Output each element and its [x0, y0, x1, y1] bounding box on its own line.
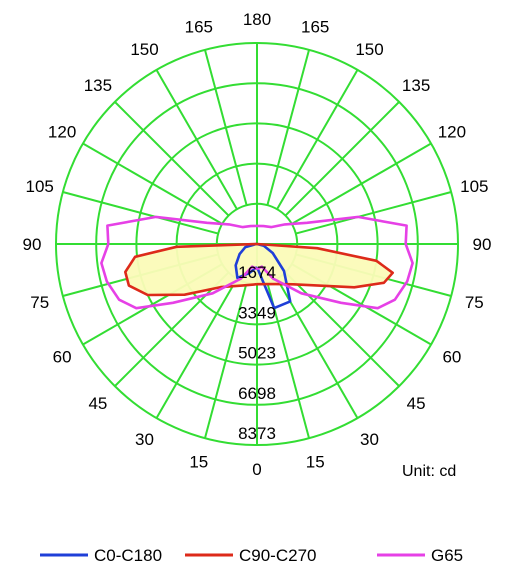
angle-tick-label: 15	[306, 452, 325, 471]
grid-spoke	[82, 142, 223, 225]
legend-label: C90-C270	[239, 546, 317, 565]
legend-label: G65	[431, 546, 463, 565]
grid-spoke	[204, 49, 248, 206]
angle-tick-label: 75	[465, 293, 484, 312]
chart-labels: 0 15 30 45 60 75 90 105 120 135 150 165 180 15 30 45 60 7…	[23, 10, 492, 479]
grid-spoke	[204, 282, 248, 439]
angle-tick-label: 120	[48, 123, 76, 142]
angle-tick-label: 180	[243, 10, 271, 29]
grid-spoke	[295, 191, 452, 235]
legend: C0-C180 C90-C270 G65	[40, 546, 463, 565]
angle-tick-label: 135	[84, 76, 112, 95]
radial-tick-label: 1674	[238, 263, 276, 282]
unit-label: Unit: cd	[402, 463, 456, 480]
angle-tick-label: 45	[407, 394, 426, 413]
angle-tick-label: 105	[460, 177, 488, 196]
grid-spoke	[276, 69, 359, 210]
grid-spoke	[284, 271, 400, 387]
angle-tick-label: 90	[23, 235, 42, 254]
polar-grid	[55, 42, 459, 446]
grid-spoke	[155, 278, 238, 419]
angle-tick-label: 30	[360, 430, 379, 449]
angle-tick-label: 60	[53, 348, 72, 367]
angle-tick-label: 105	[26, 177, 54, 196]
grid-spoke	[284, 101, 400, 217]
radial-tick-label: 6698	[238, 384, 276, 403]
radial-tick-label: 8373	[238, 424, 276, 443]
angle-tick-label: 60	[442, 348, 461, 367]
angle-tick-label: 90	[473, 235, 492, 254]
series-line-c90-c270	[124, 242, 394, 297]
angle-tick-label: 45	[88, 394, 107, 413]
series-line-g65	[100, 215, 414, 310]
grid-spoke	[291, 142, 432, 225]
series-curves	[100, 215, 414, 310]
radial-tick-label: 3349	[238, 303, 276, 322]
grid-spoke	[62, 191, 219, 235]
angle-tick-label: 15	[189, 452, 208, 471]
angle-tick-label: 120	[438, 123, 466, 142]
radial-tick-label: 5023	[238, 344, 276, 363]
grid-spoke	[114, 101, 230, 217]
angle-tick-label: 150	[355, 40, 383, 59]
grid-spoke	[155, 69, 238, 210]
legend-label: C0-C180	[94, 546, 162, 565]
angle-tick-label: 165	[301, 18, 329, 37]
grid-spoke	[114, 271, 230, 387]
angle-tick-label: 165	[185, 18, 213, 37]
angle-tick-label: 0	[252, 460, 261, 479]
angle-tick-label: 135	[402, 76, 430, 95]
grid-spoke	[266, 49, 310, 206]
angle-tick-label: 75	[30, 293, 49, 312]
angle-tick-label: 150	[130, 40, 158, 59]
angle-tick-label: 30	[135, 430, 154, 449]
